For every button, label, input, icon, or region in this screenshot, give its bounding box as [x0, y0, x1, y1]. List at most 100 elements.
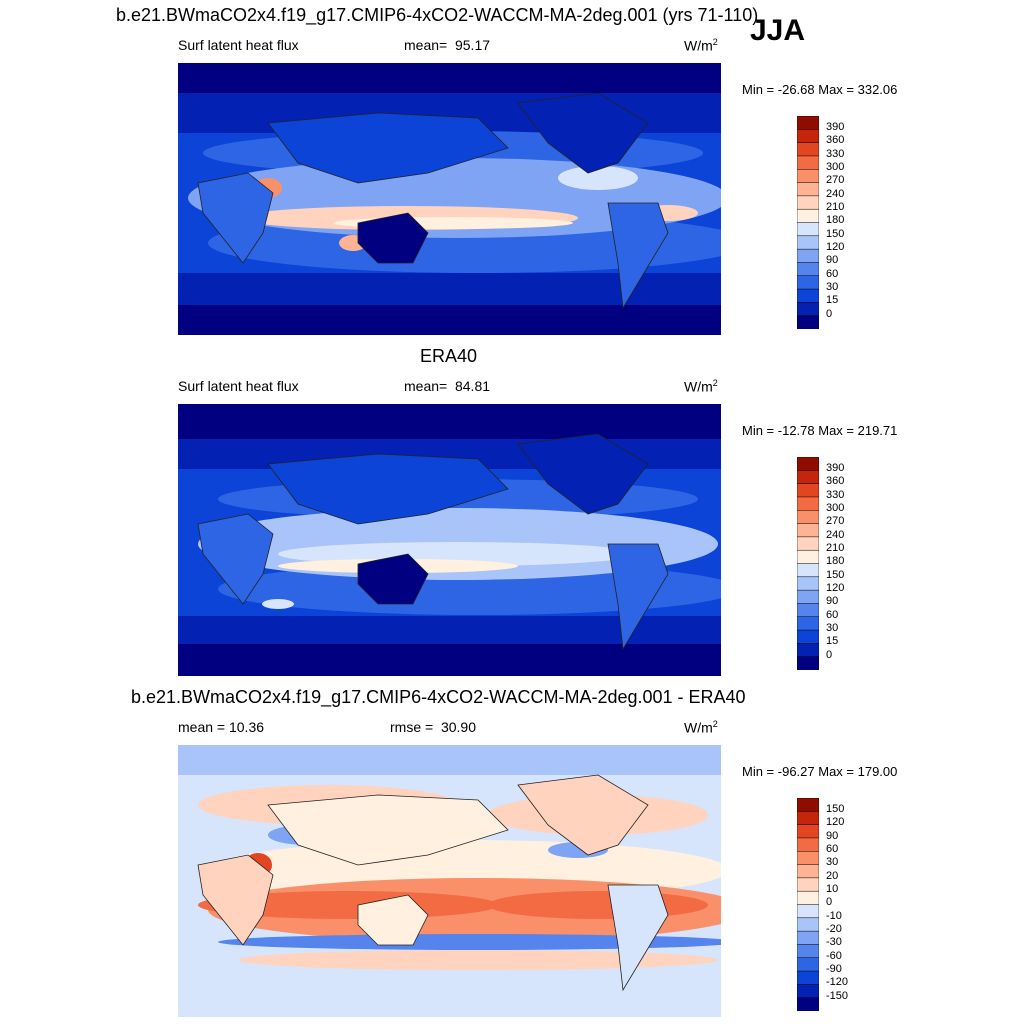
panel2-colorbar-swatch-4 — [797, 510, 819, 525]
panel1-colorbar-swatch-1 — [797, 129, 819, 144]
panel1-colorbar-swatch-13 — [797, 288, 819, 303]
panel1-colorbar-label-360: 360 — [826, 134, 845, 146]
panel3-colorbar-label-0: 0 — [826, 896, 833, 908]
panel3-rmse: rmse = 30.90 — [390, 719, 476, 735]
panel1-colorbar-swatch-6 — [797, 195, 819, 210]
panel1-colorbar — [797, 116, 819, 329]
panel2-colorbar-label-90: 90 — [826, 595, 839, 607]
panel3-colorbar — [797, 798, 819, 1011]
panel1-units: W/m2 — [684, 37, 718, 54]
panel3-colorbar-swatch-7 — [797, 890, 819, 906]
panel3-colorbar-label-m90: -90 — [826, 963, 842, 975]
panel2-colorbar — [797, 457, 819, 670]
panel2-units: W/m2 — [684, 378, 718, 395]
panel1-mean: mean= 95.17 — [404, 37, 490, 53]
panel2-colorbar-label-15: 15 — [826, 635, 839, 647]
panel3-colorbar-label-m150: -150 — [826, 990, 849, 1002]
panel3-map — [178, 745, 721, 1017]
panel1-colorbar-swatch-4 — [797, 169, 819, 184]
panel2-colorbar-swatch-13 — [797, 629, 819, 644]
panel3-colorbar-swatch-2 — [797, 824, 819, 839]
panel3-colorbar-swatch-14 — [797, 984, 819, 999]
panel2-colorbar-swatch-12 — [797, 616, 819, 631]
panel1-colorbar-label-90: 90 — [826, 254, 839, 266]
panel2-colorbar-label-30: 30 — [826, 622, 839, 634]
panel1-colorbar-label-330: 330 — [826, 148, 845, 160]
panel1-colorbar-label-270: 270 — [826, 174, 845, 186]
panel1-mean-value: 95.17 — [454, 37, 491, 53]
season-label: JJA — [750, 14, 806, 47]
panel2-units-text: W/m — [684, 378, 713, 395]
panel1-colorbar-label-300: 300 — [826, 161, 845, 173]
panel2-colorbar-swatch-3 — [797, 496, 819, 511]
panel3-colorbar-swatch-8 — [797, 904, 819, 919]
panel1-colorbar-label-15: 15 — [826, 294, 839, 306]
panel1-units-sup: 2 — [712, 37, 718, 47]
panel3-colorbar-swatch-1 — [797, 811, 819, 826]
panel2-colorbar-swatch-11 — [797, 603, 819, 618]
panel2-units-sup: 2 — [712, 378, 718, 388]
panel3-colorbar-label-30: 30 — [826, 856, 839, 868]
panel1-colorbar-swatch-10 — [797, 248, 819, 263]
panel3-colorbar-label-150: 150 — [826, 803, 845, 815]
panel3-units-text: W/m — [684, 719, 713, 736]
panel1-colorbar-label-150: 150 — [826, 228, 845, 240]
panel3-colorbar-label-20: 20 — [826, 870, 839, 882]
panel2-mean-value: 84.81 — [454, 378, 491, 394]
panel3-minmax: Min = -96.27 Max = 179.00 — [742, 764, 898, 779]
panel3-colorbar-swatch-0 — [797, 798, 819, 812]
panel3-rmse-value: 30.90 — [440, 719, 477, 735]
panel2-colorbar-label-270: 270 — [826, 515, 845, 527]
panel2-colorbar-swatch-0 — [797, 457, 819, 471]
panel3-colorbar-swatch-6 — [797, 877, 819, 892]
panel1-units-text: W/m — [684, 37, 713, 54]
panel2-colorbar-label-300: 300 — [826, 502, 845, 514]
panel2-mean: mean= 84.81 — [404, 378, 490, 394]
panel3-colorbar-swatch-9 — [797, 917, 819, 932]
panel3-colorbar-label-m10: -10 — [826, 910, 842, 922]
panel3-title: b.e21.BWmaCO2x4.f19_g17.CMIP6-4xCO2-WACC… — [131, 687, 746, 707]
panel1-title: b.e21.BWmaCO2x4.f19_g17.CMIP6-4xCO2-WACC… — [116, 5, 759, 25]
panel1-colorbar-label-240: 240 — [826, 188, 845, 200]
panel2-colorbar-swatch-10 — [797, 589, 819, 604]
panel1-colorbar-swatch-2 — [797, 142, 819, 157]
panel2-colorbar-swatch-5 — [797, 523, 819, 538]
panel2-colorbar-swatches — [797, 457, 819, 670]
panel2-colorbar-swatch-2 — [797, 483, 819, 498]
panel2-colorbar-label-330: 330 — [826, 489, 845, 501]
panel2-variable: Surf latent heat flux — [178, 378, 299, 394]
panel3-colorbar-label-60: 60 — [826, 843, 839, 855]
panel1-colorbar-swatch-7 — [797, 208, 819, 224]
panel1-colorbar-swatches — [797, 116, 819, 329]
panel2-colorbar-label-180: 180 — [826, 555, 845, 567]
panel2-colorbar-swatch-8 — [797, 563, 819, 578]
panel2-colorbar-swatch-6 — [797, 536, 819, 551]
panel3-units: W/m2 — [684, 719, 718, 736]
panel1-colorbar-swatch-5 — [797, 182, 819, 197]
panel1-colorbar-swatch-0 — [797, 116, 819, 130]
panel1-minmax: Min = -26.68 Max = 332.06 — [742, 82, 898, 97]
panel2-colorbar-label-150: 150 — [826, 569, 845, 581]
panel3-units-sup: 2 — [712, 719, 718, 729]
panel1-mean-label: mean= — [404, 37, 448, 53]
panel3-colorbar-swatch-10 — [797, 930, 819, 945]
panel1-colorbar-swatch-3 — [797, 155, 819, 170]
panel2-colorbar-label-240: 240 — [826, 529, 845, 541]
panel2-colorbar-swatch-9 — [797, 576, 819, 591]
panel1-colorbar-swatch-11 — [797, 262, 819, 277]
panel3-colorbar-swatch-4 — [797, 851, 819, 866]
panel2-colorbar-swatch-14 — [797, 643, 819, 658]
panel2-colorbar-label-120: 120 — [826, 582, 845, 594]
panel2-colorbar-swatch-1 — [797, 470, 819, 485]
panel1-colorbar-label-60: 60 — [826, 268, 839, 280]
panel2-mean-label: mean= — [404, 378, 448, 394]
panel2-colorbar-label-0: 0 — [826, 649, 833, 661]
panel1-colorbar-swatch-12 — [797, 275, 819, 290]
panel2-map — [178, 404, 721, 676]
panel3-mean: mean = 10.36 — [178, 719, 265, 735]
panel1-colorbar-swatch-15 — [797, 315, 819, 329]
panel1-colorbar-label-120: 120 — [826, 241, 845, 253]
panel3-rmse-label: rmse = — [390, 719, 434, 735]
panel3-colorbar-swatch-13 — [797, 970, 819, 985]
panel2-colorbar-swatch-15 — [797, 656, 819, 670]
